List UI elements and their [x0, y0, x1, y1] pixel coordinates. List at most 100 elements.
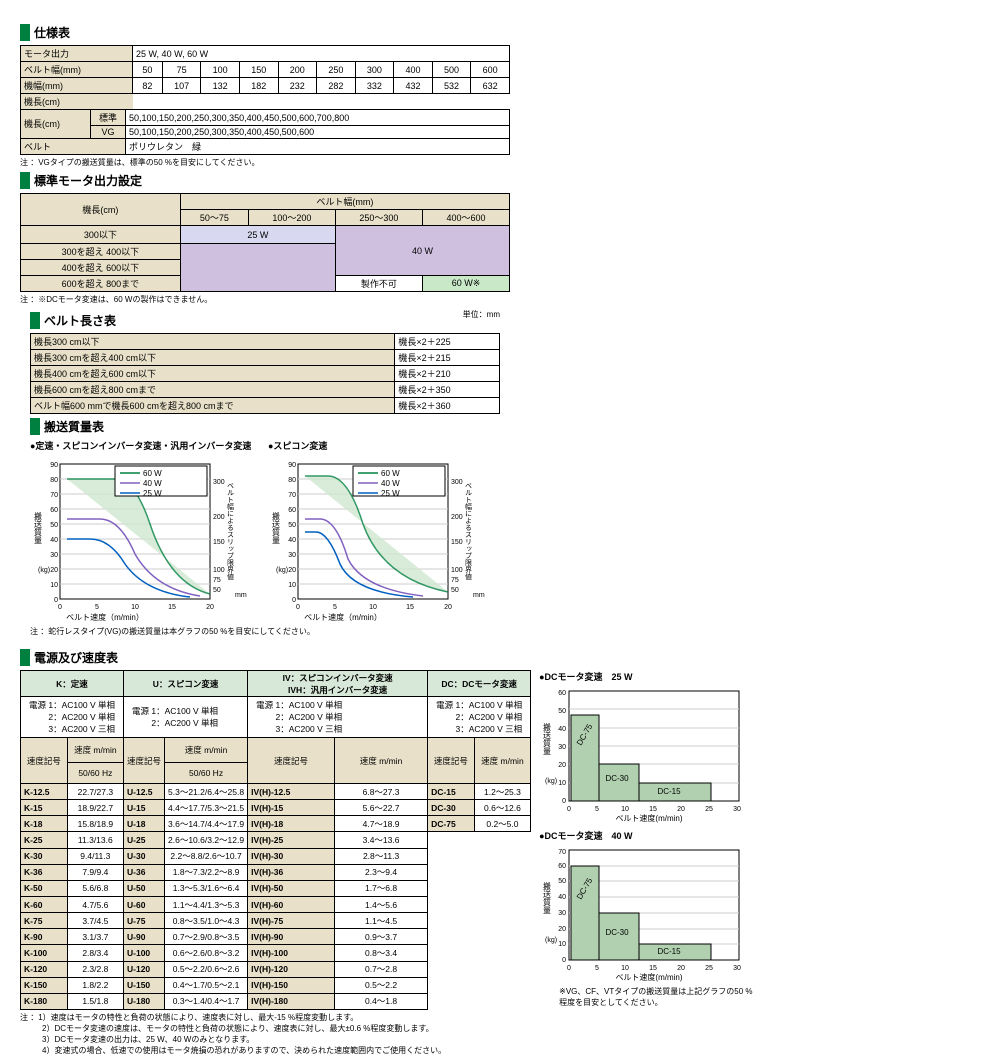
svg-text:20: 20: [206, 604, 214, 611]
svg-text:50: 50: [213, 587, 221, 594]
svg-text:(kg): (kg): [276, 567, 288, 574]
svg-text:25 W: 25 W: [381, 489, 400, 498]
svg-text:20: 20: [677, 965, 685, 972]
svg-text:50: 50: [50, 522, 58, 529]
svg-text:10: 10: [621, 965, 629, 972]
svg-text:30: 30: [558, 744, 566, 751]
svg-text:搬送質量: 搬送質量: [543, 722, 552, 755]
svg-text:0: 0: [567, 965, 571, 972]
svg-text:300: 300: [213, 479, 225, 486]
dc40-title: ●DCモータ変速 40 W: [539, 829, 759, 842]
svg-text:10: 10: [131, 604, 139, 611]
svg-text:ベルト幅によるスリップ限界値: ベルト幅によるスリップ限界値: [465, 482, 473, 581]
svg-text:15: 15: [406, 604, 414, 611]
svg-text:搬送質量: 搬送質量: [272, 511, 281, 544]
spec-title: 仕様表: [20, 24, 510, 41]
svg-text:10: 10: [50, 582, 58, 589]
svg-text:5: 5: [595, 806, 599, 813]
svg-text:30: 30: [733, 806, 741, 813]
svg-text:DC-15: DC-15: [658, 787, 682, 796]
svg-text:15: 15: [168, 604, 176, 611]
svg-text:200: 200: [213, 514, 225, 521]
svg-text:70: 70: [50, 492, 58, 499]
svg-text:20: 20: [50, 567, 58, 574]
svg-text:100: 100: [451, 567, 463, 574]
spec-note: 注 ：VGタイプの搬送質量は、標準の50 %を目安にしてください。: [20, 157, 510, 168]
svg-text:5: 5: [333, 604, 337, 611]
svg-text:10: 10: [558, 780, 566, 787]
svg-text:80: 80: [288, 477, 296, 484]
power-table: K：定速 U：スピコン変速 IV：スピコンインバータ変速IVH：汎用インバータ変…: [20, 670, 531, 1010]
svg-text:30: 30: [558, 910, 566, 917]
svg-text:100: 100: [213, 567, 225, 574]
spec-table: モータ出力25 W, 40 W, 60 W ベルト幅(mm) 507510015…: [20, 45, 510, 110]
svg-text:DC-30: DC-30: [606, 774, 630, 783]
svg-text:15: 15: [649, 806, 657, 813]
svg-text:20: 20: [677, 806, 685, 813]
svg-text:5: 5: [595, 965, 599, 972]
beltlen-title: ベルト長さ表: [30, 312, 500, 329]
svg-text:80: 80: [50, 477, 58, 484]
svg-text:90: 90: [288, 462, 296, 469]
svg-text:20: 20: [288, 567, 296, 574]
svg-text:0: 0: [54, 597, 58, 604]
transport-chart-2: 0102030405060708090 05101520 50751001502…: [268, 452, 498, 622]
svg-text:40 W: 40 W: [381, 479, 400, 488]
svg-text:ベルト速度(m/min): ベルト速度(m/min): [616, 813, 683, 823]
svg-text:10: 10: [558, 941, 566, 948]
svg-text:10: 10: [621, 806, 629, 813]
svg-text:75: 75: [451, 577, 459, 584]
svg-text:0: 0: [296, 604, 300, 611]
svg-text:70: 70: [288, 492, 296, 499]
svg-text:30: 30: [733, 965, 741, 972]
svg-text:(kg): (kg): [545, 778, 557, 785]
svg-text:25 W: 25 W: [143, 489, 162, 498]
dc25-chart: DC-75 DC-30 DC-15 0102030405060 05101520…: [539, 683, 759, 823]
transport-title: 搬送質量表: [30, 418, 500, 435]
svg-text:50: 50: [558, 708, 566, 715]
motorset-note: 注 ：※DCモータ変速は、60 Wの製作はできません。: [20, 294, 510, 305]
svg-text:40: 40: [50, 537, 58, 544]
transport-chart-1: 0102030405060708090 05101520 50751001502…: [30, 452, 260, 622]
svg-text:50: 50: [451, 587, 459, 594]
dc-note: ※VG、CF、VTタイプの搬送質量は上記グラフの50 %程度を目安としてください…: [539, 986, 759, 1008]
svg-text:300: 300: [451, 479, 463, 486]
svg-text:0: 0: [567, 806, 571, 813]
svg-text:0: 0: [58, 604, 62, 611]
power-title: 電源及び速度表: [20, 649, 980, 666]
svg-text:30: 30: [50, 552, 58, 559]
svg-text:150: 150: [213, 539, 225, 546]
svg-text:60 W: 60 W: [143, 469, 162, 478]
svg-text:40 W: 40 W: [143, 479, 162, 488]
beltlen-table: 機長300 cm以下機長×2＋225 機長300 cmを超え400 cm以下機長…: [30, 333, 500, 414]
svg-text:150: 150: [451, 539, 463, 546]
svg-text:30: 30: [288, 552, 296, 559]
power-notes: 注 ：1）速度はモータの特性と負荷の状態により、速度表に対し、最大-15 %程度…: [20, 1012, 980, 1056]
svg-text:10: 10: [369, 604, 377, 611]
svg-text:25: 25: [705, 806, 713, 813]
svg-text:60: 60: [50, 507, 58, 514]
svg-text:0: 0: [562, 957, 566, 964]
svg-text:50: 50: [288, 522, 296, 529]
svg-text:0: 0: [562, 798, 566, 805]
svg-text:DC-15: DC-15: [658, 947, 682, 956]
svg-text:15: 15: [649, 965, 657, 972]
svg-text:40: 40: [288, 537, 296, 544]
motorset-table: 機長(cm)ベルト幅(mm) 50～75100～200250～300400～60…: [20, 193, 510, 292]
svg-text:5: 5: [95, 604, 99, 611]
svg-text:25: 25: [705, 965, 713, 972]
svg-text:ベルト速度(m/min): ベルト速度(m/min): [616, 972, 683, 982]
svg-text:ベルト速度（m/min）: ベルト速度（m/min）: [304, 612, 382, 622]
svg-text:60 W: 60 W: [381, 469, 400, 478]
dc25-title: ●DCモータ変速 25 W: [539, 670, 759, 683]
svg-text:90: 90: [50, 462, 58, 469]
motorset-title: 標準モータ出力設定: [20, 172, 510, 189]
svg-text:(kg): (kg): [545, 937, 557, 944]
svg-text:0: 0: [292, 597, 296, 604]
svg-text:mm: mm: [235, 592, 247, 599]
svg-text:mm: mm: [473, 592, 485, 599]
svg-text:20: 20: [444, 604, 452, 611]
svg-text:搬送質量: 搬送質量: [34, 511, 43, 544]
svg-text:DC-30: DC-30: [606, 928, 630, 937]
svg-text:20: 20: [558, 762, 566, 769]
